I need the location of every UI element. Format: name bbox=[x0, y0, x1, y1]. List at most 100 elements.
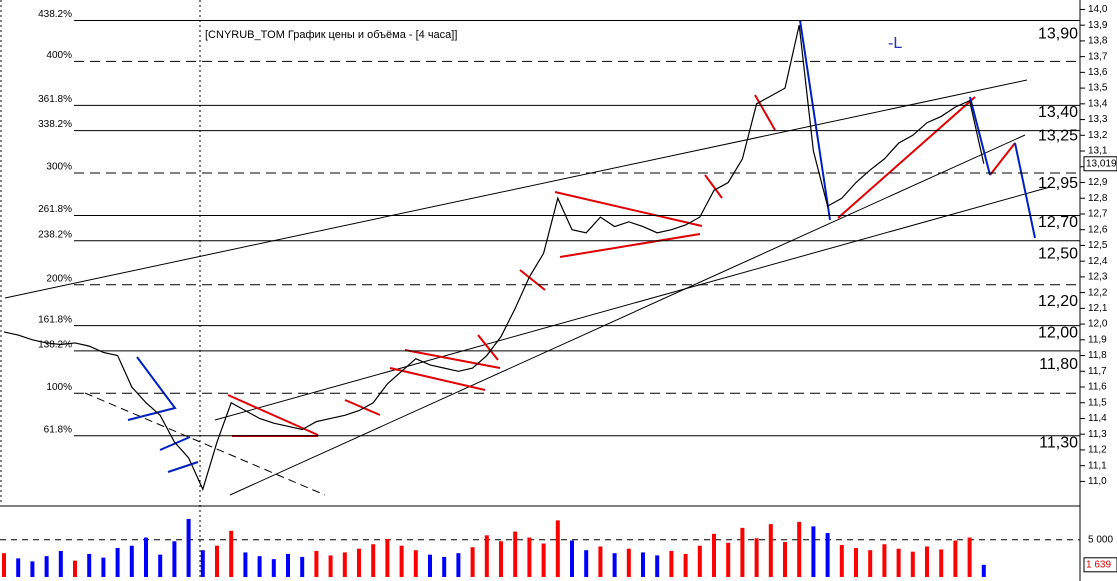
price-level-label: 11,80 bbox=[1039, 356, 1078, 373]
volume-bar bbox=[612, 553, 617, 577]
volume-bar bbox=[129, 545, 134, 577]
y-tick-label: 13,8 bbox=[1088, 36, 1108, 47]
volume-bar bbox=[399, 545, 404, 577]
y-tick-label: 11,2 bbox=[1088, 445, 1107, 456]
level-label: 438.2% bbox=[38, 9, 72, 20]
y-tick-label: 14,0 bbox=[1088, 4, 1108, 15]
volume-bar bbox=[470, 547, 475, 577]
pattern-line bbox=[837, 96, 976, 219]
y-tick-label: 13,7 bbox=[1088, 51, 1108, 62]
volume-bar bbox=[499, 541, 503, 577]
wave-line bbox=[167, 461, 199, 473]
volume-bar bbox=[87, 553, 92, 577]
volume-bar bbox=[342, 552, 347, 577]
level-label: 400% bbox=[46, 50, 72, 61]
price-level-label: 12,00 bbox=[1038, 324, 1078, 341]
volume-bar bbox=[286, 553, 290, 577]
volume-bar bbox=[896, 548, 901, 577]
price-line bbox=[3, 25, 985, 491]
trend-line bbox=[4, 79, 1028, 299]
pattern-line bbox=[989, 142, 1016, 176]
trend-line bbox=[214, 186, 1051, 421]
volume-bar bbox=[797, 521, 802, 577]
volume-bar bbox=[981, 564, 986, 577]
volume-bar bbox=[683, 553, 688, 577]
pattern-line bbox=[344, 399, 381, 416]
y-tick-label: 13,5 bbox=[1088, 83, 1108, 94]
volume-bar bbox=[513, 531, 518, 577]
volume-bar bbox=[925, 546, 929, 577]
y-tick-label: 12,9 bbox=[1088, 177, 1108, 188]
y-tick-label: 13,4 bbox=[1088, 98, 1108, 109]
price-level-label: 13,90 bbox=[1038, 25, 1078, 42]
y-tick-label: 12,2 bbox=[1088, 287, 1108, 298]
volume-bar bbox=[442, 556, 447, 577]
volume-bar bbox=[839, 544, 844, 577]
volume-bar bbox=[186, 518, 191, 577]
price-level-label: 12,70 bbox=[1038, 214, 1078, 231]
volume-bar bbox=[754, 538, 759, 577]
volume-bar bbox=[655, 555, 660, 577]
volume-bar bbox=[357, 548, 361, 577]
volume-bar bbox=[783, 542, 787, 577]
last-volume-label: 1 639 bbox=[1086, 559, 1111, 570]
volume-bar bbox=[456, 553, 461, 577]
last-price-box bbox=[1083, 156, 1117, 172]
volume-bar bbox=[371, 544, 376, 577]
y-tick-label: 5 000 bbox=[1088, 534, 1113, 545]
volume-bar bbox=[527, 537, 532, 577]
y-tick-label: 13,2 bbox=[1088, 130, 1108, 141]
level-label: 100% bbox=[46, 382, 72, 393]
last-volume-box bbox=[1083, 557, 1117, 573]
pattern-line bbox=[227, 394, 319, 436]
y-tick-label: 12,4 bbox=[1088, 256, 1108, 267]
volume-bar bbox=[73, 560, 77, 577]
volume-bar bbox=[811, 526, 816, 577]
level-label: 238.2% bbox=[38, 229, 72, 240]
volume-bar bbox=[854, 547, 858, 577]
wave-line bbox=[127, 356, 177, 421]
volume-bar bbox=[868, 550, 873, 577]
volume-bar bbox=[144, 537, 148, 577]
y-tick-label: 11,4 bbox=[1088, 413, 1107, 424]
volume-bar bbox=[541, 543, 546, 577]
pattern-line bbox=[754, 94, 776, 131]
volume-bar bbox=[712, 533, 716, 577]
volume-bar bbox=[669, 550, 674, 577]
pattern-line bbox=[404, 349, 501, 369]
wave-line bbox=[1014, 142, 1036, 239]
volume-bar bbox=[626, 548, 631, 577]
volume-bar bbox=[740, 527, 745, 577]
volume-bar bbox=[271, 559, 276, 577]
trend-line bbox=[84, 392, 326, 496]
y-tick-label: 12,5 bbox=[1088, 240, 1108, 251]
volume-bar bbox=[570, 540, 574, 577]
y-tick-label: 11,9 bbox=[1088, 334, 1107, 345]
volume-bar bbox=[30, 561, 35, 577]
y-tick-label: 13,3 bbox=[1088, 114, 1108, 125]
volume-bar bbox=[16, 558, 21, 577]
y-tick-label: 12,8 bbox=[1088, 193, 1108, 204]
volume-bar bbox=[200, 550, 205, 577]
y-tick-label: 13,6 bbox=[1088, 67, 1108, 78]
pattern-line bbox=[519, 269, 546, 291]
volume-bar bbox=[641, 552, 645, 577]
y-tick-label: 13,1 bbox=[1088, 146, 1108, 157]
volume-bar bbox=[598, 546, 603, 577]
pattern-line bbox=[477, 334, 499, 361]
volume-bar bbox=[413, 550, 418, 577]
level-label: 61.8% bbox=[44, 424, 72, 435]
y-tick-label: 13,9 bbox=[1088, 20, 1108, 31]
y-tick-label: 11,5 bbox=[1088, 397, 1107, 408]
pattern-line bbox=[559, 233, 701, 258]
price-level-label: 11,30 bbox=[1039, 434, 1078, 451]
wave-line bbox=[969, 96, 991, 176]
volume-bar bbox=[314, 550, 319, 577]
level-label: 338.2% bbox=[38, 119, 72, 130]
volume-bar bbox=[58, 550, 63, 577]
volume-bar bbox=[44, 556, 49, 577]
volume-bar bbox=[115, 547, 120, 577]
annotation: -L bbox=[888, 35, 902, 52]
pattern-line bbox=[704, 174, 723, 199]
